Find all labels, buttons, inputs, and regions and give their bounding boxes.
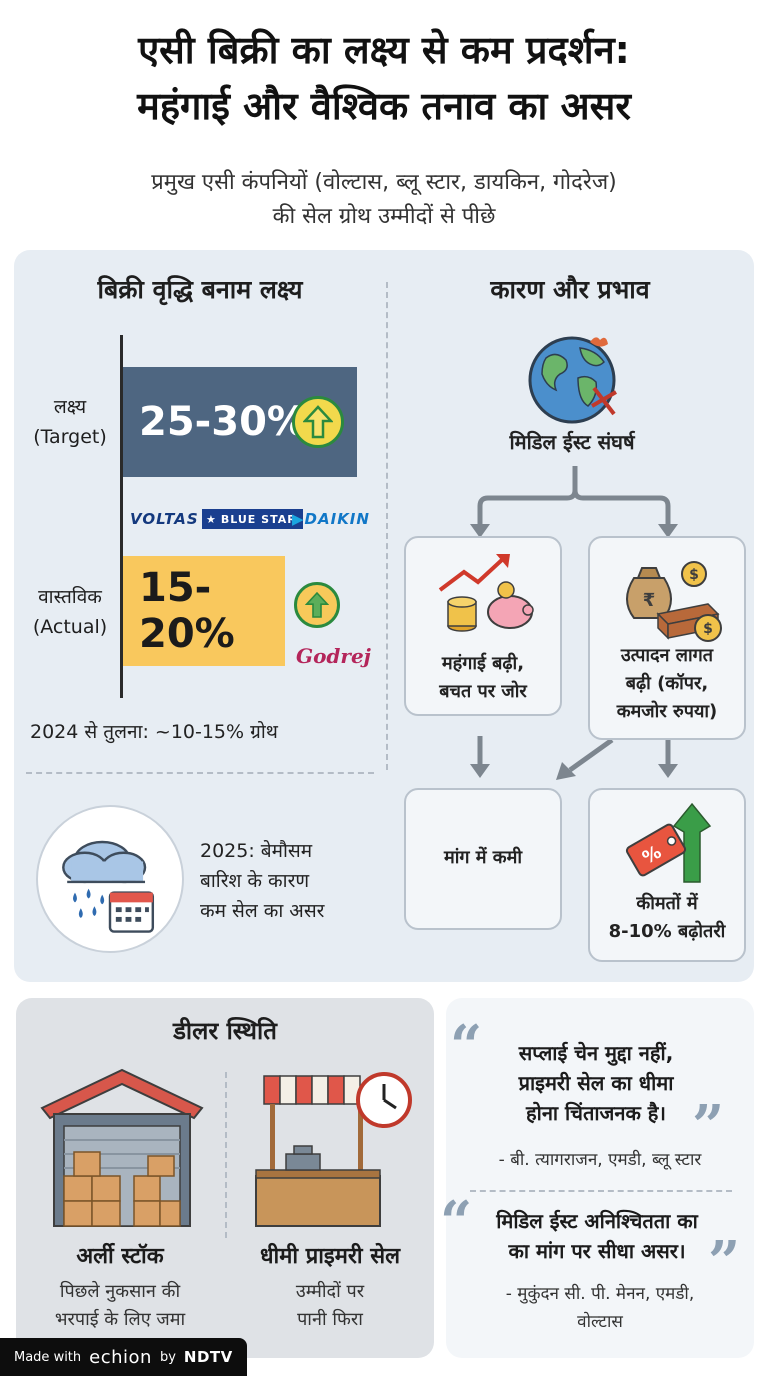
- subtitle-line-1: प्रमुख एसी कंपनियों (वोल्टास, ब्लू स्टार…: [151, 170, 617, 195]
- target-value: 25-30%: [139, 399, 308, 445]
- title-line-2: महंगाई और वैश्विक तनाव का असर: [137, 84, 631, 128]
- demand-box: मांग में कमी: [404, 788, 562, 930]
- panel-divider: [386, 282, 388, 770]
- rain-calendar-icon: [36, 805, 184, 953]
- quote-2-author: - मुकुंदन सी. पी. मेनन, एमडी, वोल्टास: [505, 1284, 695, 1332]
- early-stock-title: अर्ली स्टॉक: [76, 1244, 164, 1269]
- rupee-symbol: ₹: [643, 590, 656, 611]
- footer-badge[interactable]: Made with echion by NDTV: [0, 1338, 247, 1376]
- page-subtitle: प्रमुख एसी कंपनियों (वोल्टास, ब्लू स्टार…: [40, 166, 728, 234]
- clock-icon: [356, 1072, 412, 1128]
- weather-impact-text: 2025: बेमौसम बारिश के कारण कम सेल का असर: [200, 840, 325, 922]
- godrej-logo: Godrej: [296, 644, 371, 668]
- up-arrow-small-icon: [294, 582, 340, 628]
- daikin-mark-icon: ▶: [292, 510, 305, 528]
- close-quote-icon: ”: [692, 1093, 725, 1159]
- growth-heading: बिक्री वृद्धि बनाम लक्ष्य: [97, 275, 303, 304]
- daikin-logo: ▶DAIKIN: [292, 510, 370, 528]
- open-quote-icon: “: [450, 1013, 483, 1079]
- comparison-text: 2024 से तुलना: ~10-15% ग्रोथ: [30, 721, 278, 743]
- bluestar-logo: ★ BLUE STAR: [202, 509, 303, 529]
- up-arrow-icon: [292, 396, 344, 448]
- target-label: लक्ष्य (Target): [33, 396, 107, 448]
- warehouse-icon: [40, 1068, 204, 1227]
- inflation-label: महंगाई बढ़ी, बचत पर जोर: [439, 653, 527, 702]
- quote-2-text: मिडिल ईस्ट अनिश्चितता का का मांग पर सीधा…: [496, 1209, 698, 1263]
- actual-value: 15-20%: [139, 565, 235, 657]
- title-line-1: एसी बिक्री का लक्ष्य से कम प्रदर्शन:: [138, 28, 630, 72]
- quote-1-text: सप्लाई चेन मुद्दा नहीं, प्राइमरी सेल का …: [518, 1041, 674, 1125]
- shop-stall-icon: [255, 1072, 412, 1227]
- piggy-bank-icon: [438, 554, 534, 632]
- dealer-divider: [225, 1072, 227, 1238]
- demand-label: मांग में कमी: [443, 847, 523, 868]
- chart-axis: [120, 335, 123, 698]
- slow-sales-title: धीमी प्राइमरी सेल: [259, 1244, 401, 1269]
- root-cause-label: मिडिल ईस्ट संघर्ष: [509, 430, 635, 454]
- cost-label: उत्पादन लागत बढ़ी (कॉपर, कमजोर रुपया): [616, 645, 718, 722]
- quote-divider: [470, 1190, 732, 1192]
- flow-arrows: [470, 466, 678, 780]
- calendar-icon: [108, 891, 155, 933]
- price-label: कीमतों में 8-10% बढ़ोतरी: [608, 893, 726, 942]
- early-stock-desc: पिछले नुकसान की भरपाई के लिए जमा: [54, 1281, 186, 1330]
- star-icon: ★: [206, 512, 217, 526]
- price-tag-icon: %: [625, 802, 712, 883]
- coins-icon: [447, 596, 477, 632]
- causes-heading: कारण और प्रभाव: [490, 275, 650, 304]
- close-quote-2-icon: ”: [708, 1229, 741, 1295]
- dealer-heading: डीलर स्थिति: [173, 1017, 277, 1045]
- actual-label: वास्तविक (Actual): [32, 586, 108, 638]
- growth-divider: [26, 772, 374, 774]
- made-with-label: Made with: [14, 1349, 82, 1365]
- cost-box: ₹ $ $ उत्पादन लागत बढ़ी (कॉपर, कमजोर रुप…: [588, 536, 746, 740]
- echion-logo: echion: [89, 1346, 152, 1368]
- open-quote-2-icon: “: [440, 1189, 473, 1255]
- subtitle-line-2: की सेल ग्रोथ उम्मीदों से पीछे: [272, 204, 496, 229]
- dollar-symbol-2: $: [703, 621, 713, 637]
- price-box: % कीमतों में 8-10% बढ़ोतरी: [588, 788, 746, 962]
- voltas-logo: VOLTAS: [130, 510, 199, 528]
- rain-cloud-icon: [62, 840, 155, 933]
- by-label: by: [159, 1349, 176, 1365]
- ndtv-logo: NDTV: [183, 1348, 233, 1366]
- quote-1-author: - बी. त्यागराजन, एमडी, ब्लू स्टार: [498, 1150, 702, 1170]
- actual-bar: 15-20%: [123, 556, 285, 666]
- globe-icon: [528, 336, 618, 424]
- slow-sales-desc: उम्मीदों पर पानी फिरा: [295, 1281, 365, 1330]
- quotes-panel: [446, 998, 754, 1358]
- money-bag-icon: ₹ $ $: [626, 561, 722, 642]
- page-title: एसी बिक्री का लक्ष्य से कम प्रदर्शन: महं…: [0, 22, 768, 134]
- dollar-symbol-1: $: [689, 567, 699, 583]
- inflation-box: महंगाई बढ़ी, बचत पर जोर: [404, 536, 562, 716]
